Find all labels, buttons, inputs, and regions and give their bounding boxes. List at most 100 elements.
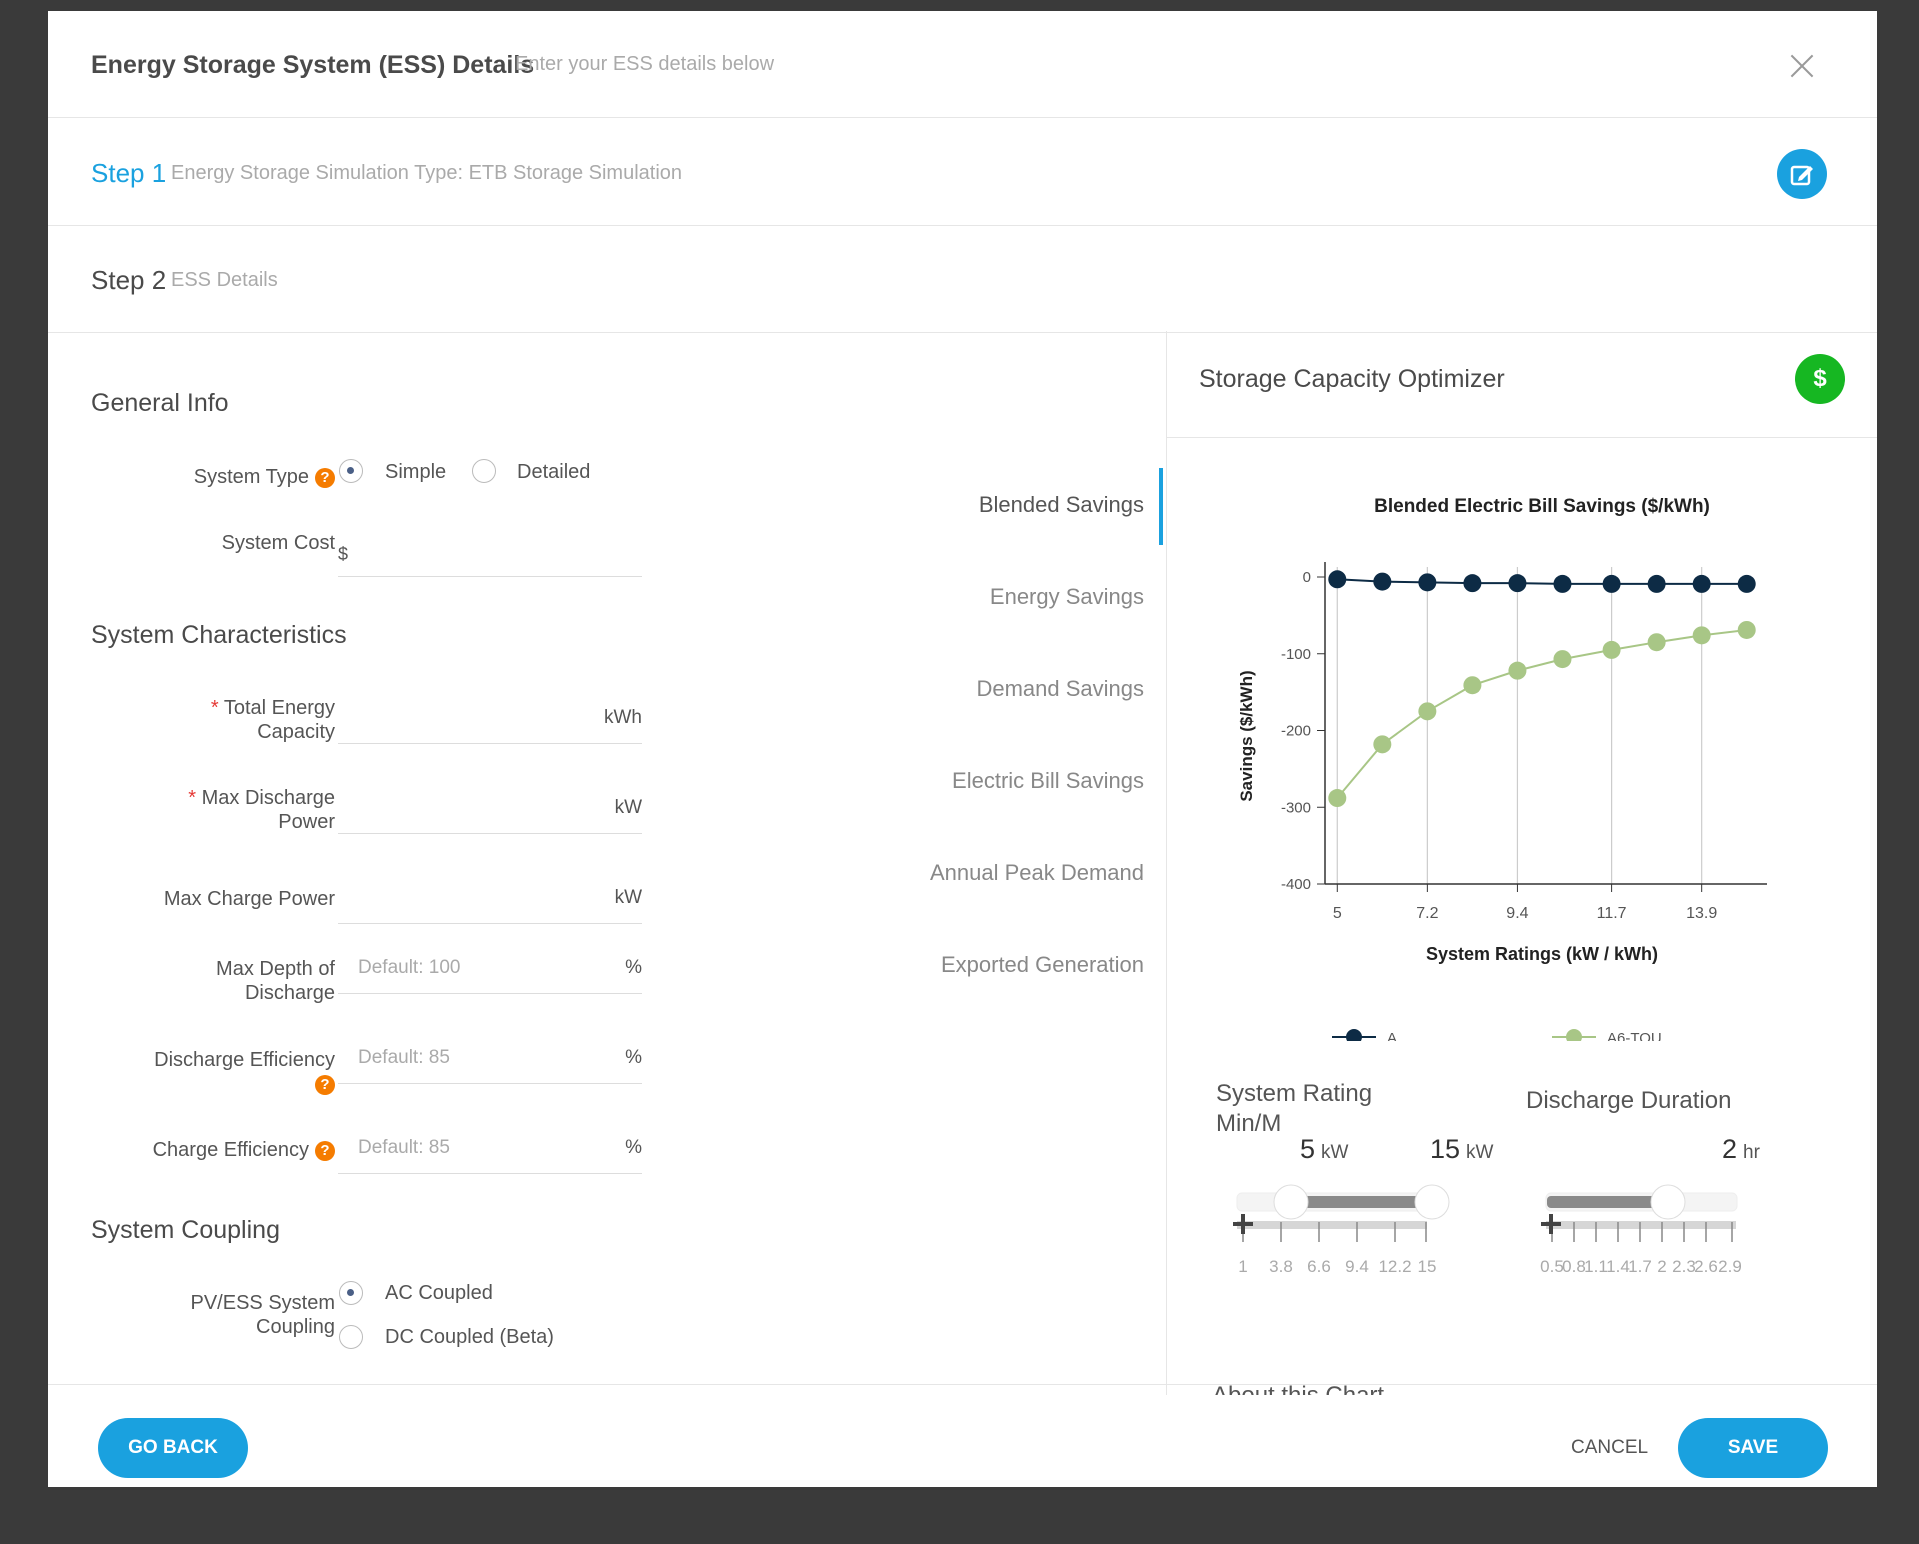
data-point [1553,650,1572,669]
tab-demand-savings[interactable]: Demand Savings [976,676,1144,701]
data-point [1553,574,1572,593]
cancel-button[interactable]: CANCEL [1571,1437,1649,1458]
discharge-efficiency-input[interactable]: Default: 85 % [338,1023,642,1084]
x-tick-label: 7.2 [1416,905,1438,922]
discharge-duration-heading: Discharge Duration [1526,1087,1732,1114]
data-point [1602,574,1621,593]
label-line: Coupling [256,1316,335,1338]
step-2: Step 2 ESS Details [48,225,1877,333]
step-1: Step 1 Energy Storage Simulation Type: E… [48,118,1877,226]
system-rating-heading: System Rating Min/M [1216,1079,1372,1139]
radio-ac-coupled[interactable] [339,1281,363,1305]
system-rating-heading-line2: Min/M [1216,1110,1282,1137]
label-line: Capacity [257,721,335,743]
data-point [1328,570,1347,589]
go-back-button[interactable]: GO BACK [98,1418,248,1478]
step-2-desc: ESS Details [171,269,278,291]
system-cost-input[interactable]: $ [338,516,642,577]
series-line [1337,578,1747,585]
tick-label: 2.6 [1694,1257,1718,1276]
max-depth-of-discharge-input[interactable]: Default: 100 % [338,933,642,994]
label-line: Charge Efficiency [152,1139,309,1161]
help-icon[interactable]: ? [315,1074,335,1095]
unit-label: kW [614,797,642,818]
total-energy-capacity-input[interactable]: kWh [338,683,642,744]
min-value: 5 [1300,1134,1316,1164]
system-rating-heading-line1: System Rating [1216,1080,1373,1107]
help-icon[interactable]: ? [315,1140,335,1161]
label-line: Discharge Efficiency [154,1049,335,1071]
data-point [1373,572,1392,591]
tick-label: 0.8 [1562,1257,1586,1276]
radio-simple-label: Simple [385,461,447,483]
max-discharge-power-input[interactable]: kW [338,773,642,834]
y-tick-label: 0 [1303,569,1311,586]
slider-handle-min[interactable] [1273,1184,1309,1220]
tab-energy-savings[interactable]: Energy Savings [989,584,1144,609]
tab-annual-peak-demand[interactable]: Annual Peak Demand [929,860,1144,885]
radio-detailed[interactable] [472,459,496,483]
tick-label: 2.9 [1718,1257,1742,1276]
modal-header: Energy Storage System (ESS) Details Ente… [48,11,1877,118]
tick-label: 3.8 [1269,1257,1293,1276]
edit-step-button[interactable] [1777,149,1827,199]
tab-blended-savings[interactable]: Blended Savings [978,492,1144,517]
label-line: Power [278,811,335,833]
charge-efficiency-input[interactable]: Default: 85 % [338,1113,642,1174]
max-charge-power-input[interactable]: kW [338,863,642,924]
tab-electric-bill-savings[interactable]: Electric Bill Savings [952,768,1144,793]
data-point [1602,640,1621,659]
unit: hr [1743,1142,1760,1163]
unit: kW [1466,1142,1494,1163]
system-type-label: System Type? [194,465,335,489]
data-point [1737,574,1756,593]
label-line: PV/ESS System [190,1292,336,1314]
unit-label: % [625,1047,642,1068]
optimizer-title: Storage Capacity Optimizer [1199,365,1505,393]
active-tab-indicator [1159,468,1163,545]
close-icon[interactable] [1789,53,1815,79]
tick-label: 1.7 [1628,1257,1652,1276]
max-charge-power-label: Max Charge Power [163,888,335,910]
system-coupling-heading: System Coupling [91,1216,280,1244]
placeholder: Default: 85 [358,1137,450,1158]
radio-simple[interactable] [339,459,363,483]
data-point [1463,574,1482,593]
modal-footer: GO BACK CANCEL SAVE [48,1384,1877,1487]
total-energy-capacity-label: * Total Energy Capacity [211,696,335,744]
discharge-duration-value: 2 hr [1722,1134,1760,1165]
radio-dc-coupled[interactable] [339,1325,363,1349]
y-tick-label: -400 [1281,876,1311,893]
legend-label: A6-TOU [1607,1030,1662,1041]
slider-handle[interactable] [1650,1184,1686,1220]
edit-icon [1790,165,1813,186]
tick-label: 9.4 [1345,1257,1369,1276]
discharge-efficiency-label: Discharge Efficiency? [154,1048,335,1096]
system-rating-max: 15 kW [1430,1134,1493,1165]
data-point [1692,574,1711,593]
legend-marker [1566,1029,1582,1041]
dollar-icon[interactable]: $ [1795,354,1845,404]
data-point [1692,626,1711,645]
data-point [1418,573,1437,592]
tick-label: 15 [1418,1257,1437,1276]
tick-label: 1 [1238,1257,1247,1276]
data-point [1647,574,1666,593]
tick-label: 0.5 [1540,1257,1564,1276]
help-icon[interactable]: ? [315,467,335,488]
currency-prefix: $ [338,544,349,564]
data-point [1418,702,1437,721]
ess-details-modal: Energy Storage System (ESS) Details Ente… [48,11,1877,1487]
y-tick-label: -100 [1281,646,1311,663]
slider-handle-max[interactable] [1414,1184,1450,1220]
unit-label: % [625,957,642,978]
radio-dc-coupled-label: DC Coupled (Beta) [385,1326,554,1348]
system-rating-slider[interactable]: 1 3.8 6.6 9.4 12.2 15 [1212,1176,1472,1286]
modal-title: Energy Storage System (ESS) Details [91,51,535,79]
save-button[interactable]: SAVE [1678,1418,1828,1478]
tick-label: 12.2 [1378,1257,1411,1276]
discharge-duration-slider[interactable]: 0.5 0.8 1.1 1.4 1.7 2 2.3 2.6 2.9 [1522,1176,1762,1286]
label-line: Max Discharge [201,787,335,809]
tab-exported-generation[interactable]: Exported Generation [940,952,1144,977]
data-point [1328,789,1347,808]
